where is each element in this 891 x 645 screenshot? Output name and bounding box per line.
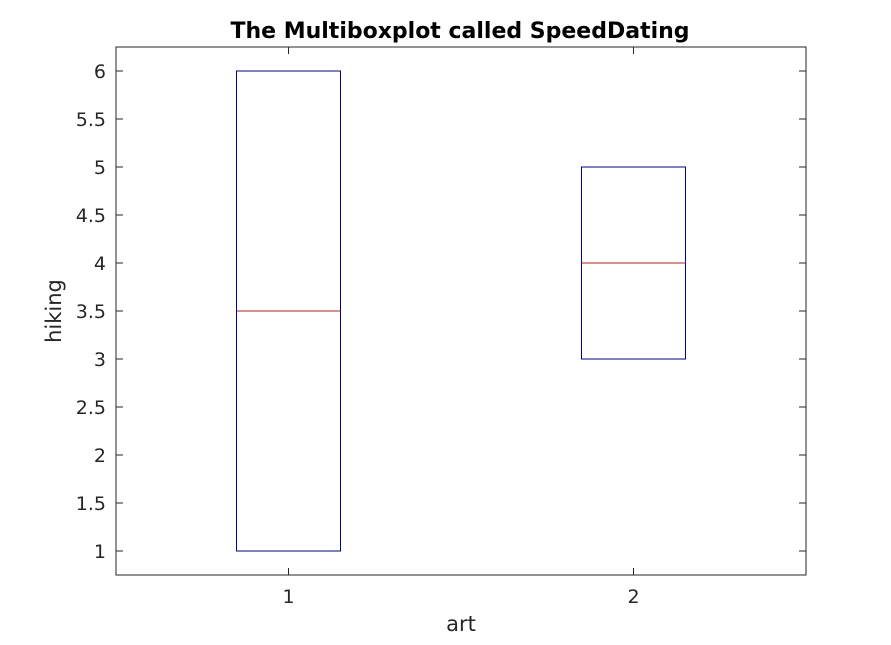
y-tick-label: 3.5 [76,301,106,323]
y-tick-label: 6 [94,61,106,83]
boxes [236,70,686,552]
y-tick-label: 4 [94,253,106,275]
y-tick-label: 1 [94,541,106,563]
y-tick-label: 4.5 [76,205,106,227]
y-tick-label: 1.5 [76,493,106,515]
axes-box [115,46,807,576]
y-tick-label: 2.5 [76,397,106,419]
x-tick-label: 1 [282,586,294,608]
y-axis-label: hiking [42,279,66,343]
y-tick-label: 5 [94,157,106,179]
y-axis: 1 1.5 2 2.5 3 3.5 4 4.5 5 5.5 6 [76,61,806,563]
x-axis-label: art [446,612,476,636]
chart-title: The Multiboxplot called SpeedDating [230,19,689,44]
y-tick-label: 2 [94,445,106,467]
y-tick-label: 3 [94,349,106,371]
y-tick-label: 5.5 [76,109,106,131]
x-tick-label: 2 [627,586,639,608]
